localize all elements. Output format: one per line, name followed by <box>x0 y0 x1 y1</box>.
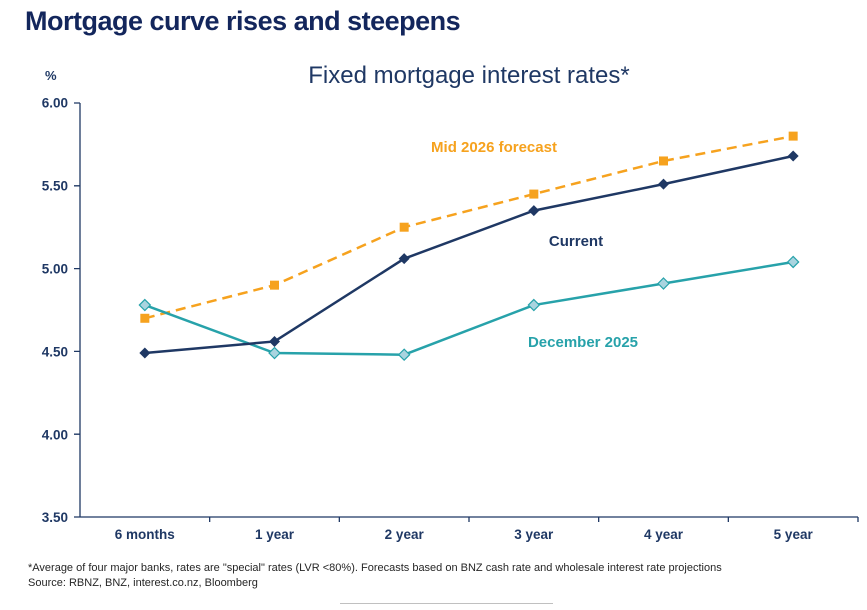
x-tick-label: 3 year <box>514 527 554 542</box>
series-label-december-2025: December 2025 <box>528 334 638 351</box>
x-tick-label: 1 year <box>255 527 295 542</box>
data-point-marker <box>270 280 279 290</box>
data-point-marker <box>529 189 539 199</box>
data-point-marker <box>528 205 540 217</box>
axis-lines <box>74 102 859 522</box>
mortgage-rates-line-chart: 6.00 5.50 5.00 4.50 4.00 3.50 6 months 1… <box>42 96 859 542</box>
footnote-line-2: Source: RBNZ, BNZ, interest.co.nz, Bloom… <box>28 577 258 589</box>
series-lines <box>138 131 800 362</box>
y-tick-label: 5.00 <box>42 262 68 277</box>
y-tick-label: 4.00 <box>42 428 68 443</box>
footnote-line-1: *Average of four major banks, rates are … <box>28 562 722 574</box>
y-tick-label: 5.50 <box>42 179 68 194</box>
data-point-marker <box>657 277 670 290</box>
x-tick-label: 4 year <box>644 527 684 542</box>
page-divider-line <box>340 603 553 604</box>
data-point-marker <box>140 313 150 323</box>
chart-title: Fixed mortgage interest rates* <box>308 62 630 89</box>
series-label-current: Current <box>549 233 603 250</box>
data-point-marker <box>268 346 281 360</box>
data-point-marker <box>658 178 669 190</box>
footnote: *Average of four major banks, rates are … <box>28 561 722 591</box>
y-tick-label: 6.00 <box>42 96 68 111</box>
axes <box>74 102 859 522</box>
x-tick-label: 6 months <box>115 527 175 542</box>
data-point-marker <box>399 222 409 232</box>
data-point-marker <box>269 335 280 347</box>
data-point-marker <box>527 298 541 312</box>
y-tick-label: 4.50 <box>42 345 68 360</box>
data-point-marker <box>659 156 668 166</box>
x-tick-label: 5 year <box>774 527 814 542</box>
data-point-marker <box>138 298 152 312</box>
data-point-marker <box>139 347 151 359</box>
data-point-marker <box>786 255 800 269</box>
data-point-marker <box>788 131 798 141</box>
data-point-marker <box>398 253 410 265</box>
series-line-2 <box>144 154 794 355</box>
series-line-0 <box>144 134 794 320</box>
data-point-marker <box>787 150 799 162</box>
y-tick-label: 3.50 <box>42 510 68 525</box>
series-line-1 <box>144 260 794 356</box>
series-label-mid-2026-forecast: Mid 2026 forecast <box>431 139 557 156</box>
data-point-marker <box>397 348 411 362</box>
x-tick-label: 2 year <box>385 527 425 542</box>
y-axis-unit-label: % <box>45 68 57 83</box>
page-title: Mortgage curve rises and steepens <box>25 6 461 36</box>
